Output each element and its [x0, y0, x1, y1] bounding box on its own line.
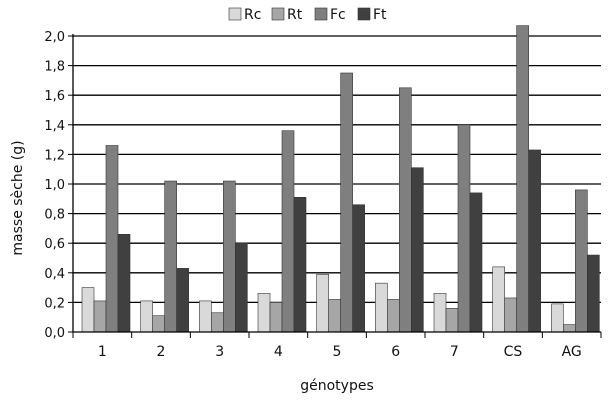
axes: 0,0 0,2 0,4 0,6 0,8 1,0 1,2 1,4 1,6 1,8 2,0 1 2 3 4 5 6 7… — [44, 30, 602, 360]
bar-fc — [575, 189, 588, 333]
bar-rt — [563, 324, 576, 333]
legend-swatch-ft — [357, 7, 371, 21]
bar-rt — [387, 299, 400, 333]
y-tick-label: 0,4 — [44, 267, 65, 282]
x-tick-label: 7 — [450, 344, 459, 360]
y-tick-label: 1,6 — [44, 89, 65, 104]
bar-rt — [93, 300, 107, 333]
legend-swatch-rt — [271, 7, 285, 21]
bar-fc — [340, 72, 353, 333]
legend-label-rc: Rc — [244, 7, 261, 23]
bar-rc — [316, 273, 329, 333]
legend-label-ft: Ft — [373, 7, 387, 23]
bar-ft — [117, 234, 131, 333]
bar-fc — [105, 145, 119, 333]
bar-rc — [140, 300, 153, 333]
x-tick-label: 6 — [391, 344, 400, 360]
legend-label-fc: Fc — [330, 7, 346, 23]
gridlines — [73, 35, 601, 304]
legend-label-rt: Rt — [287, 7, 303, 23]
x-tick-label: 4 — [274, 344, 283, 360]
bar-ft — [469, 192, 483, 333]
bar-rc — [81, 287, 95, 333]
bar-rt — [445, 308, 459, 333]
bar-rt — [152, 315, 165, 333]
x-tick-label: AG — [562, 344, 582, 360]
bar-fc — [516, 25, 529, 333]
bar-fc — [457, 124, 471, 333]
bar-ft — [587, 254, 600, 333]
bar-rc — [551, 303, 564, 333]
x-tick-label: 2 — [157, 344, 166, 360]
bar-ft — [235, 242, 248, 333]
y-tick-label: 0,0 — [44, 326, 65, 341]
y-tick-label: 1,8 — [44, 60, 65, 75]
x-axis-label: génotypes — [300, 378, 374, 394]
bar-rt — [504, 297, 517, 333]
legend: Rc Rt Fc Ft — [228, 7, 387, 23]
bar-ft — [528, 149, 541, 333]
y-tick-label: 2,0 — [44, 30, 65, 45]
bar-ft — [176, 268, 189, 333]
y-axis-label: masse sèche (g) — [10, 140, 26, 255]
bar-fc — [281, 130, 295, 333]
bar-ft — [352, 204, 365, 333]
bar-rc — [199, 300, 212, 333]
y-tick-label: 1,2 — [44, 148, 65, 163]
legend-swatch-rc — [228, 7, 242, 21]
x-tick-label: CS — [504, 344, 523, 360]
y-tick-label: 1,0 — [44, 178, 65, 193]
bar-fc — [223, 180, 236, 333]
bar-rc — [257, 293, 271, 333]
y-tick-label: 0,6 — [44, 237, 65, 252]
bar-fc — [399, 87, 412, 333]
x-tick-label: 3 — [215, 344, 224, 360]
y-tick-label: 0,8 — [44, 208, 65, 223]
y-tick-label: 1,4 — [44, 119, 65, 134]
bar-rc — [375, 282, 388, 333]
bar-fc — [164, 180, 177, 333]
bar-ft — [411, 167, 424, 333]
bars — [81, 25, 600, 333]
bar-rc — [433, 293, 447, 333]
x-tick-label: 1 — [98, 344, 107, 360]
x-tick-label: 5 — [333, 344, 342, 360]
bar-rt — [211, 312, 224, 333]
bar-rt — [269, 302, 283, 333]
y-tick-label: 0,2 — [44, 296, 65, 311]
bar-rc — [492, 266, 505, 333]
legend-swatch-fc — [314, 7, 328, 21]
bar-ft — [293, 197, 307, 333]
bar-rt — [328, 299, 341, 333]
